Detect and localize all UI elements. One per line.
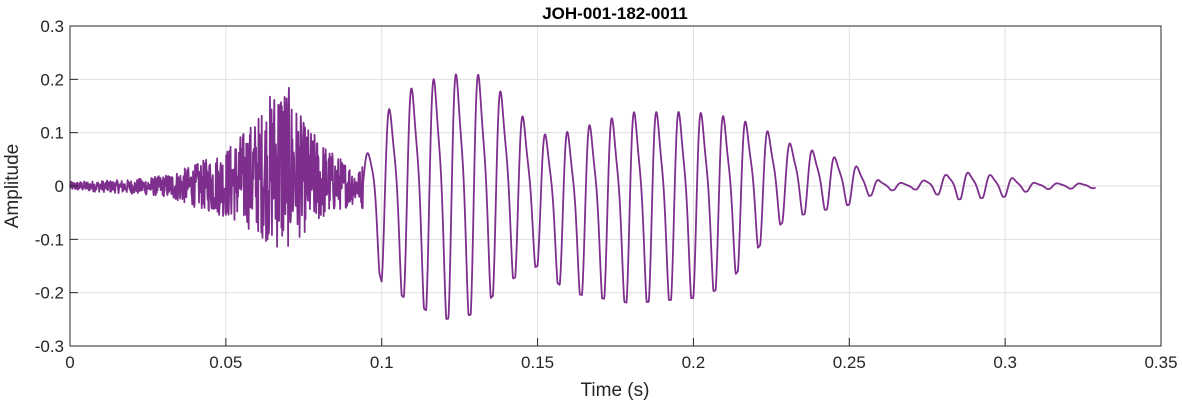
x-tick-label: 0.15 (521, 353, 554, 372)
x-tick-label: 0.3 (993, 353, 1017, 372)
y-tick-label: 0.2 (40, 70, 64, 89)
axis-ticks: 0 0.05 0.1 0.15 0.2 0.25 0.3 0.35 -0.3 -0.2 -0.1 0 0… (35, 17, 1178, 372)
series-group (69, 73, 1097, 320)
y-tick-label: -0.3 (35, 337, 64, 356)
x-tick-label: 0.25 (833, 353, 866, 372)
x-tick-label: 0.05 (209, 353, 242, 372)
x-tick-label: 0.2 (682, 353, 706, 372)
y-tick-label: 0.1 (40, 124, 64, 143)
x-tick-label: 0.1 (370, 353, 394, 372)
x-tick-label: 0.35 (1144, 353, 1177, 372)
y-axis-label: Amplitude (2, 144, 23, 229)
y-tick-label: -0.1 (35, 230, 64, 249)
y-tick-label: 0 (55, 177, 64, 196)
x-tick-label: 0 (65, 353, 74, 372)
y-tick-label: -0.2 (35, 284, 64, 303)
chart-title: JOH-001-182-0011 (542, 4, 688, 23)
waveform-line (69, 73, 1097, 320)
y-tick-label: 0.3 (40, 17, 64, 36)
x-axis-label: Time (s) (581, 380, 650, 401)
